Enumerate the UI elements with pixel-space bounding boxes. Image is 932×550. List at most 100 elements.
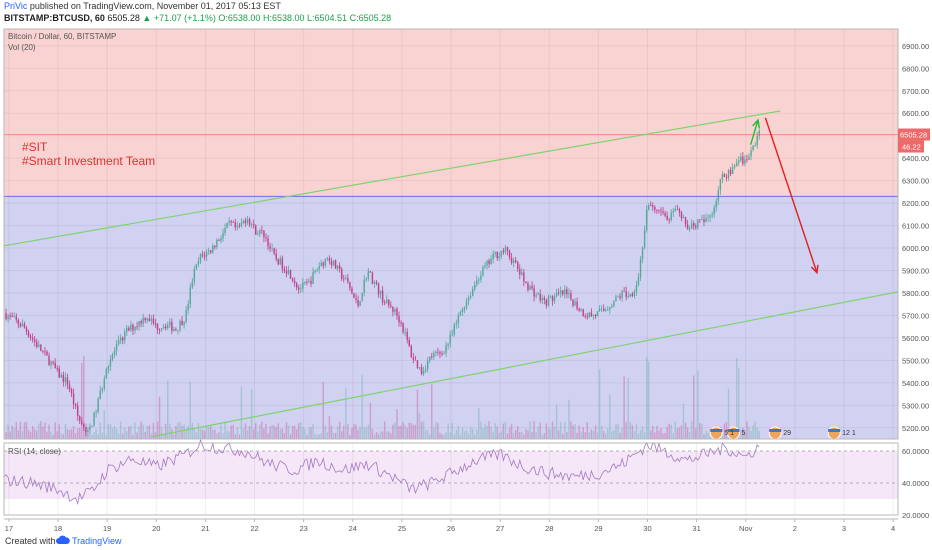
volume-bar xyxy=(107,424,110,439)
candle-body xyxy=(275,253,277,260)
volume-bar xyxy=(643,432,646,439)
volume-bar xyxy=(265,423,267,439)
candle-body xyxy=(386,299,388,304)
candle-body xyxy=(146,318,148,321)
volume-bar xyxy=(695,428,697,439)
candle-body xyxy=(144,317,146,321)
volume-label: Vol (20) xyxy=(8,43,36,52)
volume-bar xyxy=(684,422,687,439)
axes xyxy=(3,28,899,522)
volume-bar xyxy=(467,433,470,439)
candle-body xyxy=(187,304,189,310)
volume-bar xyxy=(529,421,531,439)
volume-bar xyxy=(257,431,259,439)
volume-bar xyxy=(707,432,709,439)
candle-body xyxy=(17,319,20,325)
volume-bar xyxy=(740,429,742,439)
candle-body xyxy=(676,208,679,210)
volume-bar xyxy=(672,433,674,439)
candle-body xyxy=(744,159,746,164)
candle-body xyxy=(736,162,738,166)
tradingview-link[interactable]: TradingView xyxy=(72,536,122,546)
candle-body xyxy=(31,337,34,340)
candle-body xyxy=(142,317,144,324)
volume-bar xyxy=(343,425,345,439)
volume-bar xyxy=(531,432,533,439)
candle-body xyxy=(164,326,167,329)
candle-body xyxy=(263,230,265,238)
volume-bar xyxy=(641,426,644,439)
volume-bar xyxy=(619,432,621,439)
volume-bar xyxy=(435,421,437,439)
candle-body xyxy=(95,411,97,413)
chart-title: Bitcoin / Dollar, 60, BITSTAMP xyxy=(8,32,116,41)
volume-bar xyxy=(244,423,247,439)
candle-body xyxy=(555,292,558,297)
candle-body xyxy=(412,357,415,360)
candle-body xyxy=(488,260,490,264)
candle-body xyxy=(668,219,670,221)
volume-bar xyxy=(402,421,404,439)
candle-body xyxy=(148,318,151,322)
volume-bar xyxy=(345,388,347,439)
candle-body xyxy=(547,296,550,306)
candle-body xyxy=(295,283,298,288)
candle-body xyxy=(40,344,42,351)
volume-bar xyxy=(668,423,670,439)
volume-bar xyxy=(218,432,220,439)
volume-bar xyxy=(756,427,758,439)
candle-body xyxy=(134,326,136,331)
candle-body xyxy=(467,297,470,302)
volume-bar xyxy=(46,431,48,439)
volume-bar xyxy=(64,424,67,439)
volume-bar xyxy=(471,428,474,439)
candle-body xyxy=(64,377,67,383)
volume-bar xyxy=(304,428,306,439)
candle-body xyxy=(300,288,302,290)
candle-body xyxy=(7,315,9,320)
candle-body xyxy=(502,250,505,253)
volume-bar xyxy=(263,428,265,439)
candle-body xyxy=(738,160,740,163)
y-tick-label: 5300.00 xyxy=(902,401,929,410)
volume-bar xyxy=(275,427,277,439)
candle-body xyxy=(117,340,120,345)
candle-body xyxy=(115,344,118,351)
candle-body xyxy=(222,232,224,239)
volume-bar xyxy=(584,432,586,439)
candle-body xyxy=(250,224,253,226)
candle-body xyxy=(89,426,91,430)
candle-body xyxy=(302,282,304,289)
volume-bar xyxy=(285,422,288,439)
candle-body xyxy=(126,327,128,332)
candle-body xyxy=(703,219,705,223)
volume-bar xyxy=(426,430,429,439)
candle-body xyxy=(285,270,288,274)
volume-bar xyxy=(79,427,81,439)
candle-body xyxy=(453,324,455,335)
candle-body xyxy=(690,223,693,229)
event-badge-label: 5 xyxy=(741,430,745,437)
open-value: O:6538.00 xyxy=(218,13,261,23)
volume-bar xyxy=(670,424,672,439)
low-value: L:6504.51 xyxy=(307,13,348,23)
volume-bar xyxy=(93,432,95,439)
candle-body xyxy=(709,215,711,218)
volume-bar xyxy=(398,426,400,439)
author-link[interactable]: PriVic xyxy=(4,1,28,11)
volume-bar xyxy=(609,394,611,439)
candle-body xyxy=(490,258,492,264)
volume-bar xyxy=(322,381,325,439)
volume-bar xyxy=(562,433,564,439)
candle-body xyxy=(124,331,126,341)
volume-bar xyxy=(138,426,140,439)
candle-body xyxy=(721,174,724,180)
volume-bar xyxy=(289,434,292,439)
volume-bar xyxy=(502,423,505,439)
candle-body xyxy=(416,360,419,368)
volume-bar xyxy=(748,426,750,439)
candle-body xyxy=(210,250,212,253)
price-chart[interactable]: 5 1 5 29 12 1 5200.00 5300.00 5400.00 5500.00 56… xyxy=(0,25,932,531)
volume-bar xyxy=(105,434,108,439)
volume-bar xyxy=(439,432,441,439)
